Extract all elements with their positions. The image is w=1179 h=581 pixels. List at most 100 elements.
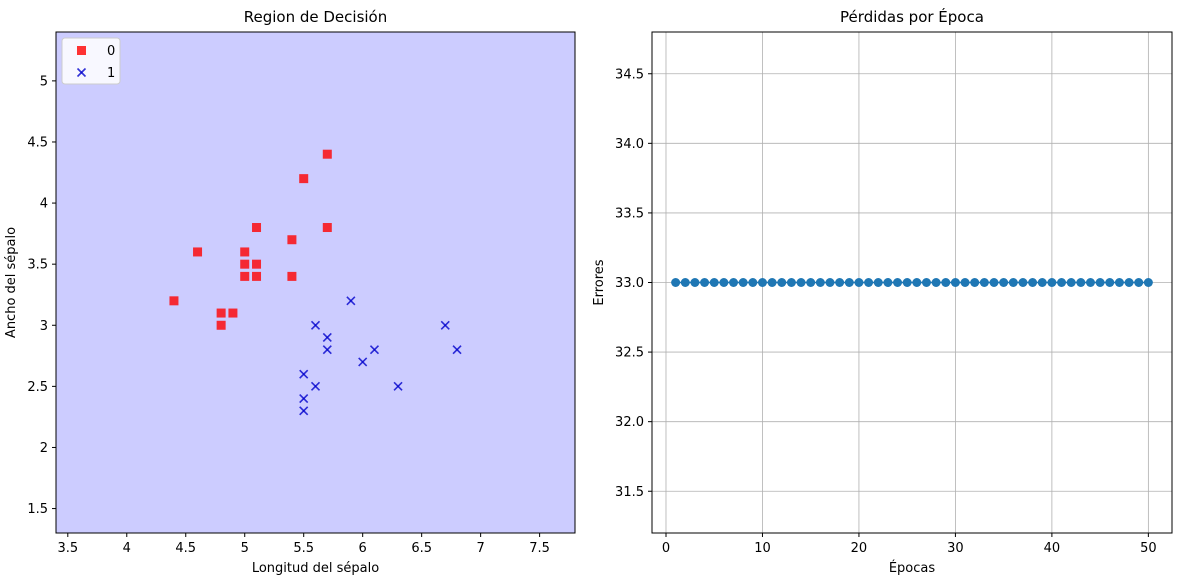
y-axis-ticks: 31.5 32.0 32.5 33.0 33.5 34.0 34.5 [615, 67, 652, 500]
loss-point [825, 278, 835, 287]
class-0-point [216, 308, 226, 318]
loss-point [941, 278, 951, 287]
class-1-point [310, 381, 321, 391]
x-tick-label: 7 [476, 541, 484, 556]
class-0-point [216, 320, 226, 330]
loss-point [1037, 278, 1047, 287]
x-tick-label: 5.5 [293, 541, 314, 556]
loss-point [854, 278, 864, 287]
loss-point [1018, 278, 1028, 287]
class-0-point [193, 247, 203, 257]
class-0-point [169, 296, 179, 306]
legend-marker-x [76, 67, 87, 78]
y-tick-label: 2.5 [27, 380, 48, 395]
x-axis-label: Longitud del sépalo [252, 561, 379, 576]
loss-point [931, 278, 941, 287]
y-tick-label: 1.5 [27, 502, 48, 517]
class-0-point [240, 247, 250, 257]
loss-point [1124, 278, 1134, 287]
loss-point [893, 278, 903, 287]
loss-point [1066, 278, 1076, 287]
loss-point [1047, 278, 1057, 287]
loss-point [738, 278, 748, 287]
loss-point [950, 278, 960, 287]
y-tick-label: 3.5 [27, 258, 48, 273]
x-tick-label: 3.5 [57, 541, 78, 556]
class-0-point [252, 259, 262, 269]
y-axis-label: Ancho del sépalo [4, 227, 19, 338]
loss-point [729, 278, 739, 287]
x-axis-ticks: 0 10 20 30 40 50 [662, 533, 1157, 556]
y-tick-label: 4.5 [27, 135, 48, 150]
loss-point [680, 278, 690, 287]
loss-point [989, 278, 999, 287]
loss-point [960, 278, 970, 287]
loss-point [873, 278, 883, 287]
loss-point [970, 278, 980, 287]
y-tick-label: 32.0 [615, 415, 644, 430]
loss-point [864, 278, 874, 287]
loss-point [1085, 278, 1095, 287]
class-1-point [299, 394, 309, 404]
loss-point [796, 278, 806, 287]
x-tick-label: 6.5 [411, 541, 432, 556]
loss-point [979, 278, 989, 287]
loss-point [1057, 278, 1067, 287]
loss-point [999, 278, 1009, 287]
loss-point [1105, 278, 1115, 287]
y-tick-label: 5 [40, 74, 48, 89]
class-1-point [322, 332, 332, 343]
class-0-point [240, 271, 250, 281]
x-tick-label: 5 [241, 541, 249, 556]
class-1-point [440, 320, 450, 330]
y-tick-label: 33.0 [615, 276, 644, 291]
x-tick-label: 20 [851, 541, 868, 556]
x-tick-label: 0 [662, 541, 670, 556]
class-0-point [287, 235, 297, 245]
loss-point [1143, 278, 1153, 287]
legend-box [61, 37, 121, 85]
y-tick-label: 34.5 [615, 67, 644, 82]
decision-region-background [56, 32, 575, 533]
class-1-point [393, 381, 403, 391]
class-1-point [310, 320, 321, 330]
class-1-point [299, 369, 309, 379]
loss-point [835, 278, 845, 287]
x-axis-label: Épocas [889, 560, 936, 576]
loss-point [921, 278, 931, 287]
loss-point [815, 278, 825, 287]
class-1-point [346, 296, 356, 306]
y-tick-label: 34.0 [615, 137, 644, 152]
class-0-point [322, 149, 332, 159]
y-tick-label: 32.5 [615, 346, 644, 361]
class-0-point [228, 308, 238, 318]
y-tick-label: 3 [40, 319, 48, 334]
y-axis-label: Errores [592, 259, 607, 305]
loss-point [748, 278, 758, 287]
class-0-point [322, 223, 332, 233]
y-tick-label: 4 [40, 197, 48, 212]
loss-point [767, 278, 777, 287]
loss-point [912, 278, 922, 287]
class-0-point [240, 259, 250, 269]
class-1-point [369, 345, 380, 355]
loss-point [719, 278, 729, 287]
chart-title: Pérdidas por Época [840, 7, 984, 26]
loss-point [806, 278, 816, 287]
y-tick-label: 2 [40, 441, 48, 456]
x-tick-label: 50 [1140, 541, 1157, 556]
class-0-point [252, 223, 262, 233]
x-tick-label: 7.5 [529, 541, 550, 556]
class-1-point [322, 345, 332, 355]
loss-point [1076, 278, 1086, 287]
class-1-point [299, 406, 309, 416]
loss-point [786, 278, 796, 287]
y-tick-label: 31.5 [615, 485, 644, 500]
class-1-point [358, 357, 368, 367]
legend-marker-square [77, 46, 86, 55]
legend-label-1: 1 [107, 66, 115, 81]
loss-point [777, 278, 787, 287]
x-tick-label: 30 [947, 541, 964, 556]
loss-point [883, 278, 893, 287]
